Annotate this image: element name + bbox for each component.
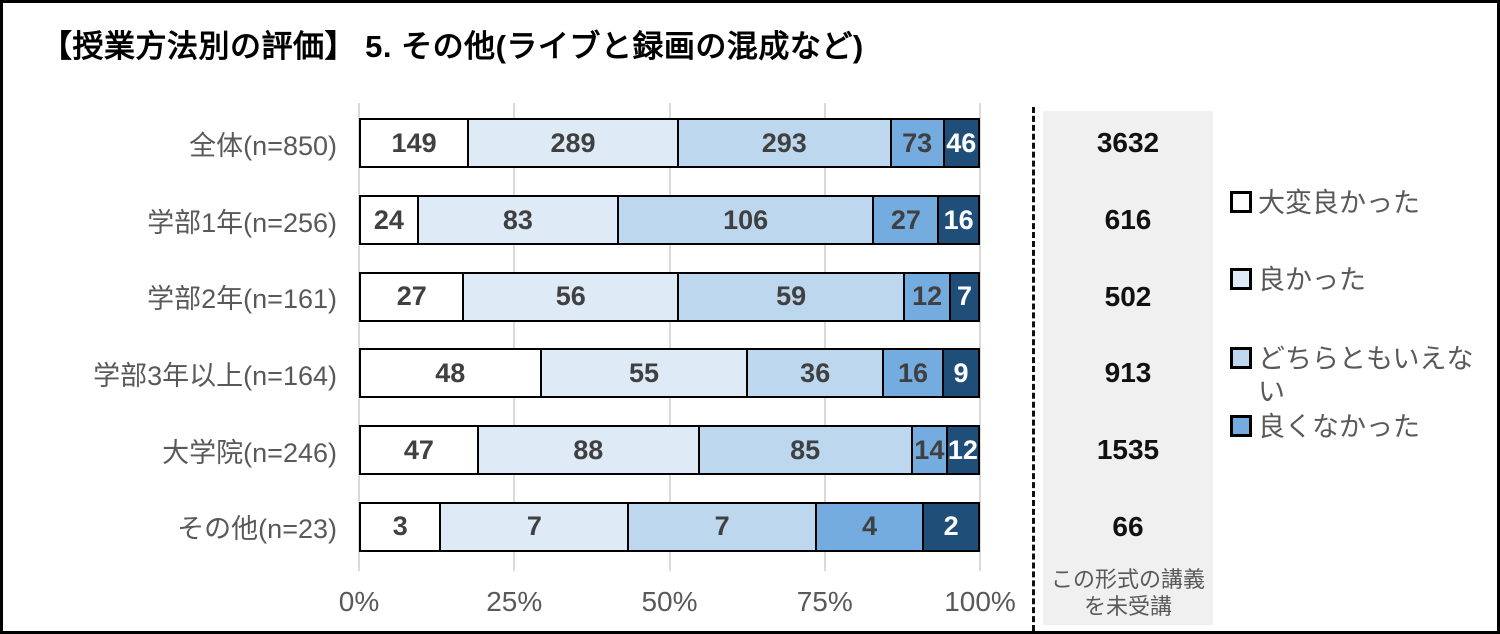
bar-segment: 16 (939, 197, 978, 243)
bar-segment: 24 (361, 197, 419, 243)
bar-segment: 47 (361, 427, 479, 474)
legend-item: 良かった (1230, 264, 1497, 297)
bar-row: 24 83 106 27 16 (359, 182, 980, 259)
unattended-value: 1535 (1096, 434, 1160, 466)
stacked-bar: 47 88 85 14 12 (359, 425, 980, 476)
bar-segment: 289 (469, 120, 679, 167)
x-tick-label: 50% (641, 586, 698, 617)
unattended-note: この形式の講義を未受講 (1050, 567, 1205, 620)
unattended-value: 616 (1104, 204, 1152, 235)
bar-segment: 36 (748, 350, 884, 397)
legend-label: 良かった (1258, 265, 1366, 295)
legend-swatch (1230, 415, 1252, 437)
bar-row: 149 289 293 73 46 (359, 105, 980, 182)
bar-segment: 3 (361, 503, 442, 550)
separator-dashed-line (1032, 107, 1035, 631)
stacked-bar: 48 55 36 16 9 (359, 348, 980, 399)
gridline (668, 103, 671, 571)
row-label: 全体(n=850) (189, 130, 337, 161)
bar-segment: 293 (678, 120, 892, 167)
bar-segment: 2 (924, 503, 978, 550)
bar-segment: 7 (441, 503, 630, 550)
row-label: 大学院(n=246) (162, 437, 337, 468)
bar-row: 47 88 85 14 12 (359, 412, 980, 489)
bar-segment: 7 (951, 273, 978, 320)
category-labels: 全体(n=850) 学部1年(n=256) 学部2年(n=161) 学部3年以上(n=… (3, 105, 349, 565)
legend-label: 大変良かった (1258, 188, 1420, 218)
row-label: 学部2年(n=161) (147, 284, 337, 315)
unattended-value: 3632 (1096, 127, 1160, 159)
gridline (358, 103, 360, 571)
bar-segment: 85 (699, 427, 913, 474)
legend: 大変良かった 良かったどちらともいえない良くなかった (1230, 187, 1497, 444)
bar-segment: 12 (905, 273, 952, 320)
bar-segment: 12 (947, 427, 978, 474)
row-label: 学部3年以上(n=164) (93, 360, 337, 391)
bar-segment: 46 (944, 120, 978, 167)
x-tick-label: 25% (486, 586, 543, 617)
bar-segment: 16 (883, 350, 945, 397)
gridline (979, 103, 981, 571)
x-tick-label: 75% (796, 586, 853, 617)
stacked-bar: 27 56 59 12 7 (359, 271, 980, 322)
legend-item: どちらともいえない (1230, 343, 1497, 409)
row-label: 学部1年(n=256) (147, 207, 337, 238)
legend-swatch (1230, 268, 1252, 290)
legend-item: 大変良かった (1230, 187, 1497, 220)
plot-area: 149 289 293 73 46 24 83 106 27 16 27 56 59 12 7 48 55 36 1… (358, 103, 981, 571)
legend-swatch (1230, 347, 1252, 369)
bar-segment: 9 (944, 350, 978, 397)
stacked-bar: 149 289 293 73 46 (359, 118, 980, 169)
bar-segment: 27 (361, 273, 465, 320)
bar-segment: 48 (361, 350, 542, 397)
bar-row: 48 55 36 16 9 (359, 335, 980, 412)
x-tick-label: 100% (944, 586, 1016, 617)
bar-segment: 14 (912, 427, 948, 474)
bar-segment: 27 (874, 197, 940, 243)
x-axis: 0% 25% 50% 75% 100% (3, 586, 1497, 620)
bar-segment: 59 (679, 273, 906, 320)
bar-segment: 149 (361, 120, 470, 167)
legend-label: 良くなかった (1258, 412, 1420, 442)
bar-segment: 56 (464, 273, 680, 320)
bar-segment: 7 (629, 503, 818, 550)
unattended-value: 502 (1104, 280, 1152, 312)
gridline (823, 103, 826, 571)
legend-swatch (1230, 191, 1252, 213)
stacked-bar: 24 83 106 27 16 (359, 195, 980, 245)
chart-title: 【授業方法別の評価】 5. その他(ライブと録画の混成など) (41, 29, 864, 64)
bar-row: 27 56 59 12 7 (359, 258, 980, 335)
gridlines (358, 103, 981, 571)
bar-segment: 83 (418, 197, 619, 243)
legend-item: 良くなかった (1230, 411, 1497, 444)
unattended-value: 66 (1112, 510, 1144, 542)
bar-segment: 55 (541, 350, 749, 397)
bar-segment: 4 (817, 503, 925, 550)
unattended-value: 913 (1104, 357, 1152, 389)
legend-label: どちらともいえない (1258, 344, 1474, 407)
bar-rows: 149 289 293 73 46 24 83 106 27 16 27 56 59 12 7 48 55 36 1… (359, 105, 980, 565)
x-tick-label: 0% (338, 586, 380, 617)
gridline (513, 103, 516, 571)
bar-segment: 88 (478, 427, 700, 474)
row-label: その他(n=23) (177, 514, 337, 545)
unattended-panel: この形式の講義を未受講 (1043, 111, 1213, 625)
unattended-values: 3632 616 502 913 1535 66 (1043, 105, 1213, 565)
bar-segment: 106 (618, 197, 875, 243)
bar-segment: 73 (891, 120, 945, 167)
